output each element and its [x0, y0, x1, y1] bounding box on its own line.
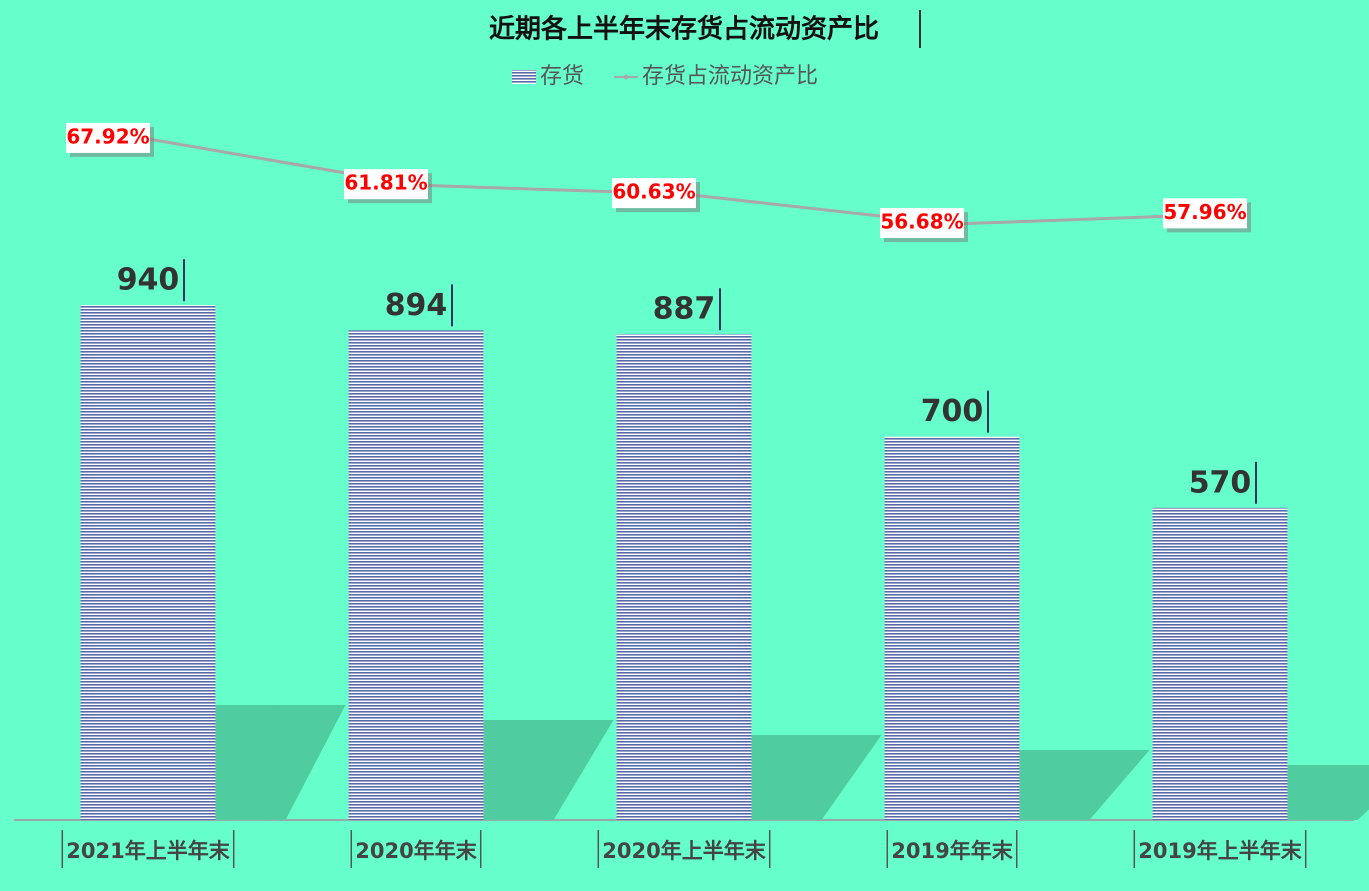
legend-swatch — [512, 70, 536, 84]
line-label: 60.63% — [612, 178, 700, 213]
label-box — [612, 178, 696, 209]
bar — [1152, 507, 1288, 820]
bar — [616, 334, 752, 820]
bar-shadow — [483, 720, 614, 820]
value-label: 894 — [385, 288, 448, 323]
line-label: 67.92% — [66, 122, 154, 157]
x-tick-label: 2020年上半年末 — [602, 839, 766, 863]
value-label: 570 — [1189, 465, 1252, 500]
value-label: 700 — [921, 394, 984, 429]
bar — [884, 436, 1020, 820]
label-box — [1163, 198, 1247, 229]
legend-swatch — [623, 74, 629, 80]
legend-label: 存货 — [540, 64, 584, 89]
x-tick-label: 2019年年末 — [891, 839, 1013, 863]
label-box — [66, 122, 150, 153]
line-label: 56.68% — [880, 208, 968, 243]
bar-shadow — [1019, 750, 1150, 820]
line-label: 57.96% — [1163, 198, 1251, 233]
x-tick-label: 2019年上半年末 — [1138, 839, 1302, 863]
x-tick-label: 2020年年末 — [355, 839, 477, 863]
value-label: 56.68% — [880, 210, 963, 234]
bar-shadow — [215, 705, 346, 820]
value-label: 67.92% — [66, 124, 149, 148]
bar-shadow — [1287, 765, 1369, 820]
bar — [80, 305, 216, 821]
legend-label: 存货占流动资产比 — [642, 64, 818, 89]
label-box — [344, 169, 428, 200]
label-box — [880, 208, 964, 239]
bar-shadow — [751, 735, 882, 820]
value-label: 61.81% — [344, 171, 427, 195]
value-label: 57.96% — [1163, 200, 1246, 224]
value-label: 887 — [653, 292, 716, 327]
x-tick-label: 2021年上半年末 — [66, 839, 230, 863]
line-label: 61.81% — [344, 169, 432, 204]
bar — [348, 330, 484, 820]
title-shadow — [449, 9, 921, 49]
value-label: 940 — [117, 263, 180, 298]
chart-title: 近期各上半年末存货占流动资产比 — [489, 14, 879, 45]
value-label: 60.63% — [612, 180, 695, 204]
